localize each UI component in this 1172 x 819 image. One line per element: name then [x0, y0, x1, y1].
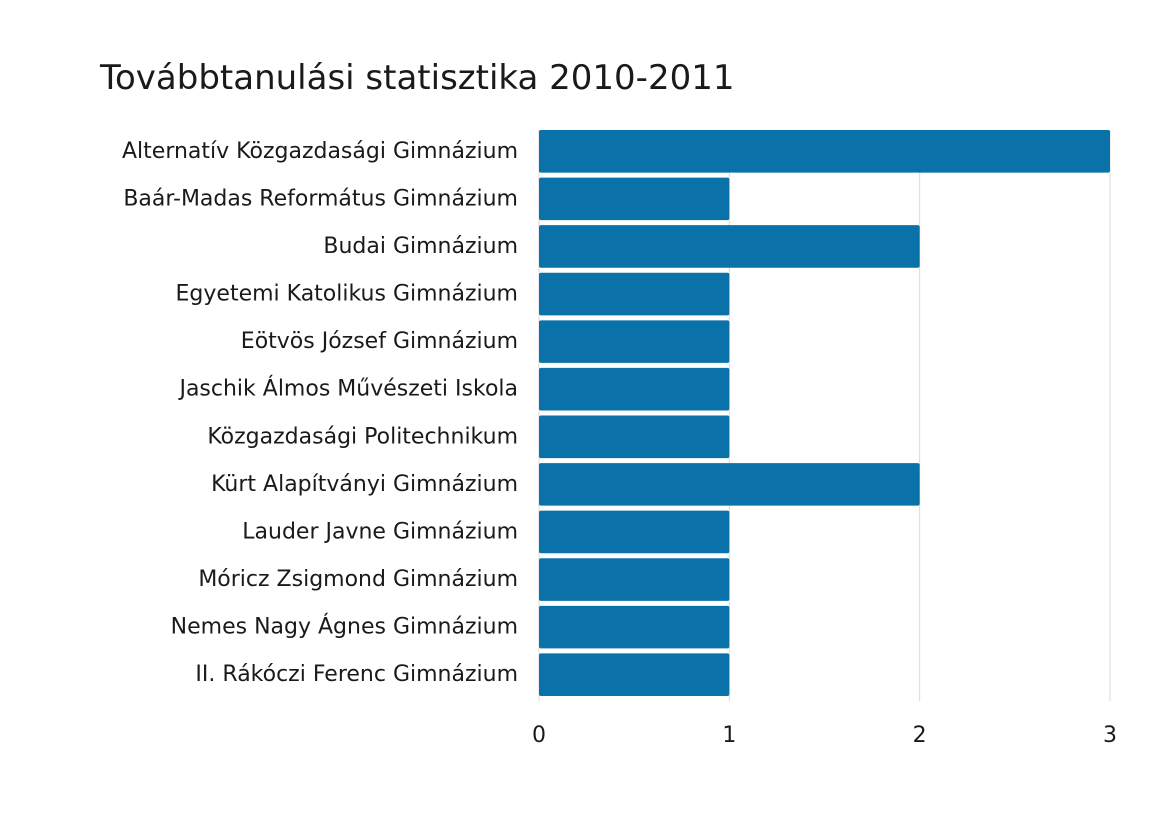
bar-4 — [539, 320, 730, 363]
bar-2 — [539, 225, 920, 268]
category-label-2: Budai Gimnázium — [323, 234, 518, 259]
x-tick-label-2: 2 — [913, 723, 927, 748]
category-label-9: Móricz Zsigmond Gimnázium — [198, 567, 518, 592]
bars — [539, 130, 1110, 696]
bar-11 — [539, 653, 730, 696]
category-label-4: Eötvös József Gimnázium — [241, 329, 518, 354]
chart-title: Továbbtanulási statisztika 2010-2011 — [100, 58, 735, 98]
category-label-10: Nemes Nagy Ágnes Gimnázium — [171, 614, 518, 640]
bar-6 — [539, 415, 730, 459]
category-label-1: Baár-Madas Református Gimnázium — [123, 186, 518, 211]
bar-1 — [539, 177, 730, 221]
category-labels: Alternatív Közgazdasági Gimnázium Baár-Ma… — [122, 139, 518, 687]
category-label-11: II. Rákóczi Ferenc Gimnázium — [195, 662, 518, 687]
category-label-6: Közgazdasági Politechnikum — [207, 424, 518, 449]
bar-9 — [539, 558, 730, 601]
x-tick-label-0: 0 — [532, 723, 546, 748]
bar-7 — [539, 463, 920, 506]
x-tick-labels: 0 1 2 3 — [532, 723, 1117, 748]
category-label-5: Jaschik Álmos Művészeti Iskola — [177, 376, 518, 402]
x-tick-label-3: 3 — [1103, 723, 1117, 748]
category-label-0: Alternatív Közgazdasági Gimnázium — [122, 139, 518, 164]
bar-5 — [539, 367, 730, 411]
category-label-3: Egyetemi Katolikus Gimnázium — [176, 282, 518, 307]
bar-0 — [539, 130, 1110, 173]
category-label-7: Kürt Alapítványi Gimnázium — [211, 472, 518, 497]
bar-10 — [539, 605, 730, 649]
bar-3 — [539, 272, 730, 316]
bar-8 — [539, 510, 730, 554]
category-label-8: Lauder Javne Gimnázium — [242, 519, 518, 544]
x-tick-label-1: 1 — [722, 723, 736, 748]
